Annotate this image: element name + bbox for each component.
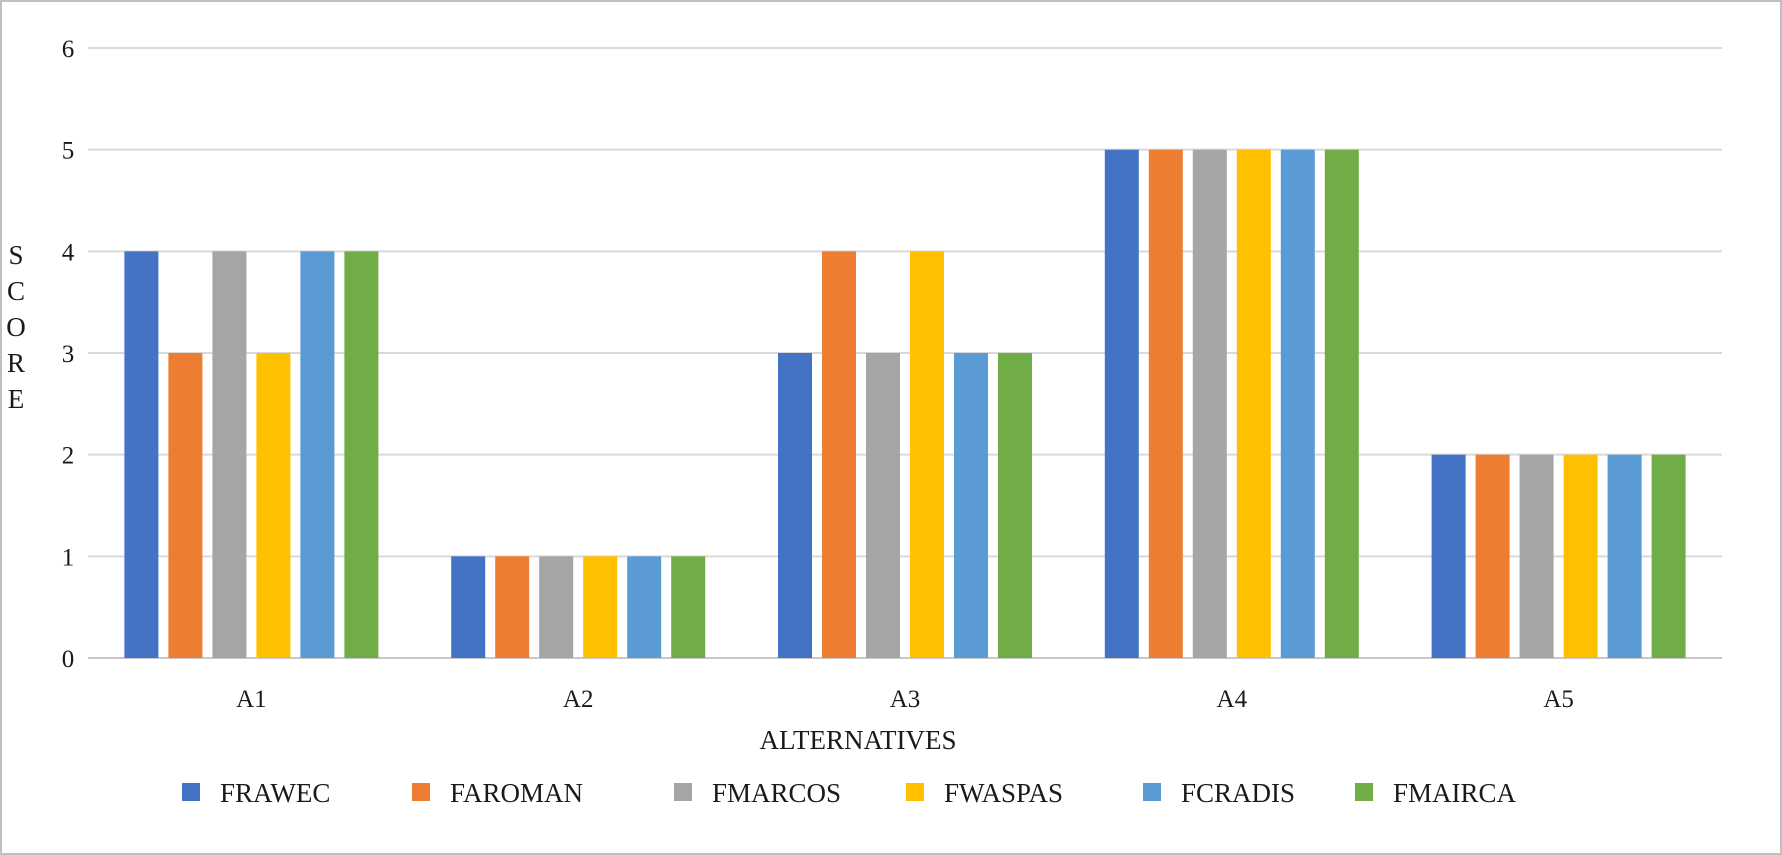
bar-fmarcos-a5 (1519, 454, 1554, 658)
bar-faroman-a4 (1148, 149, 1183, 658)
bar-frawec-a5 (1431, 454, 1466, 658)
bar-fwaspas-a4 (1236, 149, 1271, 658)
legend-swatch (182, 783, 200, 801)
legend-swatch (1355, 783, 1373, 801)
y-axis-title-letter: S (8, 240, 23, 270)
y-tick-label: 3 (62, 341, 75, 368)
bar-faroman-a1 (168, 353, 203, 658)
y-tick-label: 1 (62, 544, 75, 571)
y-axis-title-letter: C (7, 276, 25, 306)
bar-fmairca-a2 (671, 556, 706, 658)
y-axis-ticks: 0 1 2 3 4 5 6 (62, 36, 75, 673)
legend-item: FRAWEC (182, 778, 330, 808)
legend-item: FAROMAN (412, 778, 583, 808)
bars (124, 149, 1686, 659)
legend-label: FMARCOS (712, 778, 841, 808)
y-axis-title-letter: O (6, 312, 26, 342)
x-tick-label: A5 (1543, 686, 1574, 713)
legend-swatch (674, 783, 692, 801)
x-axis-ticks: A1 A2 A3 A4 A5 (236, 686, 1574, 713)
x-axis-title: ALTERNATIVES (759, 725, 956, 755)
y-tick-label: 4 (62, 239, 75, 266)
y-axis-title-letter: R (7, 348, 25, 378)
bar-fcradis-a5 (1607, 454, 1642, 658)
bar-fmairca-a3 (998, 353, 1032, 658)
bar-fmarcos-a4 (1192, 149, 1227, 658)
bar-fmarcos-a1 (212, 251, 247, 659)
legend-label: FCRADIS (1181, 778, 1295, 808)
bar-fcradis-a3 (954, 353, 988, 658)
y-tick-label: 2 (62, 443, 75, 470)
legend-item: FMAIRCA (1355, 778, 1517, 808)
legend-item: FCRADIS (1143, 778, 1295, 808)
y-tick-label: 0 (62, 646, 75, 673)
bar-fwaspas-a5 (1563, 454, 1598, 658)
bar-faroman-a2 (495, 556, 530, 658)
legend-item: FWASPAS (906, 778, 1063, 808)
y-axis-title-letter: E (8, 384, 25, 414)
legend: FRAWEC FAROMAN FMARCOS FWASPAS FCRADIS FMAIRC… (182, 778, 1517, 808)
legend-swatch (1143, 783, 1161, 801)
bar-fmairca-a5 (1651, 454, 1686, 658)
bar-fwaspas-a3 (910, 251, 944, 659)
bar-fcradis-a1 (300, 251, 335, 659)
bar-fcradis-a4 (1280, 149, 1315, 658)
x-tick-label: A2 (563, 686, 594, 713)
bar-fmarcos-a3 (866, 353, 900, 658)
x-tick-label: A1 (236, 686, 267, 713)
bar-frawec-a3 (778, 353, 812, 658)
bar-frawec-a1 (124, 251, 159, 659)
bar-fmairca-a1 (344, 251, 379, 659)
y-tick-label: 5 (62, 138, 75, 165)
legend-label: FMAIRCA (1393, 778, 1517, 808)
bar-fmairca-a4 (1324, 149, 1359, 658)
bar-fwaspas-a1 (256, 353, 291, 658)
x-tick-label: A3 (890, 686, 921, 713)
x-tick-label: A4 (1217, 686, 1248, 713)
bar-fcradis-a2 (627, 556, 662, 658)
legend-item: FMARCOS (674, 778, 841, 808)
legend-label: FWASPAS (944, 778, 1063, 808)
legend-swatch (906, 783, 924, 801)
bar-frawec-a2 (451, 556, 486, 658)
y-tick-label: 6 (62, 36, 75, 63)
bar-faroman-a5 (1475, 454, 1510, 658)
bar-fmarcos-a2 (539, 556, 574, 658)
bar-fwaspas-a2 (583, 556, 618, 658)
bar-faroman-a3 (822, 251, 856, 659)
legend-label: FRAWEC (220, 778, 330, 808)
bar-frawec-a4 (1104, 149, 1139, 658)
legend-label: FAROMAN (450, 778, 583, 808)
legend-swatch (412, 783, 430, 801)
